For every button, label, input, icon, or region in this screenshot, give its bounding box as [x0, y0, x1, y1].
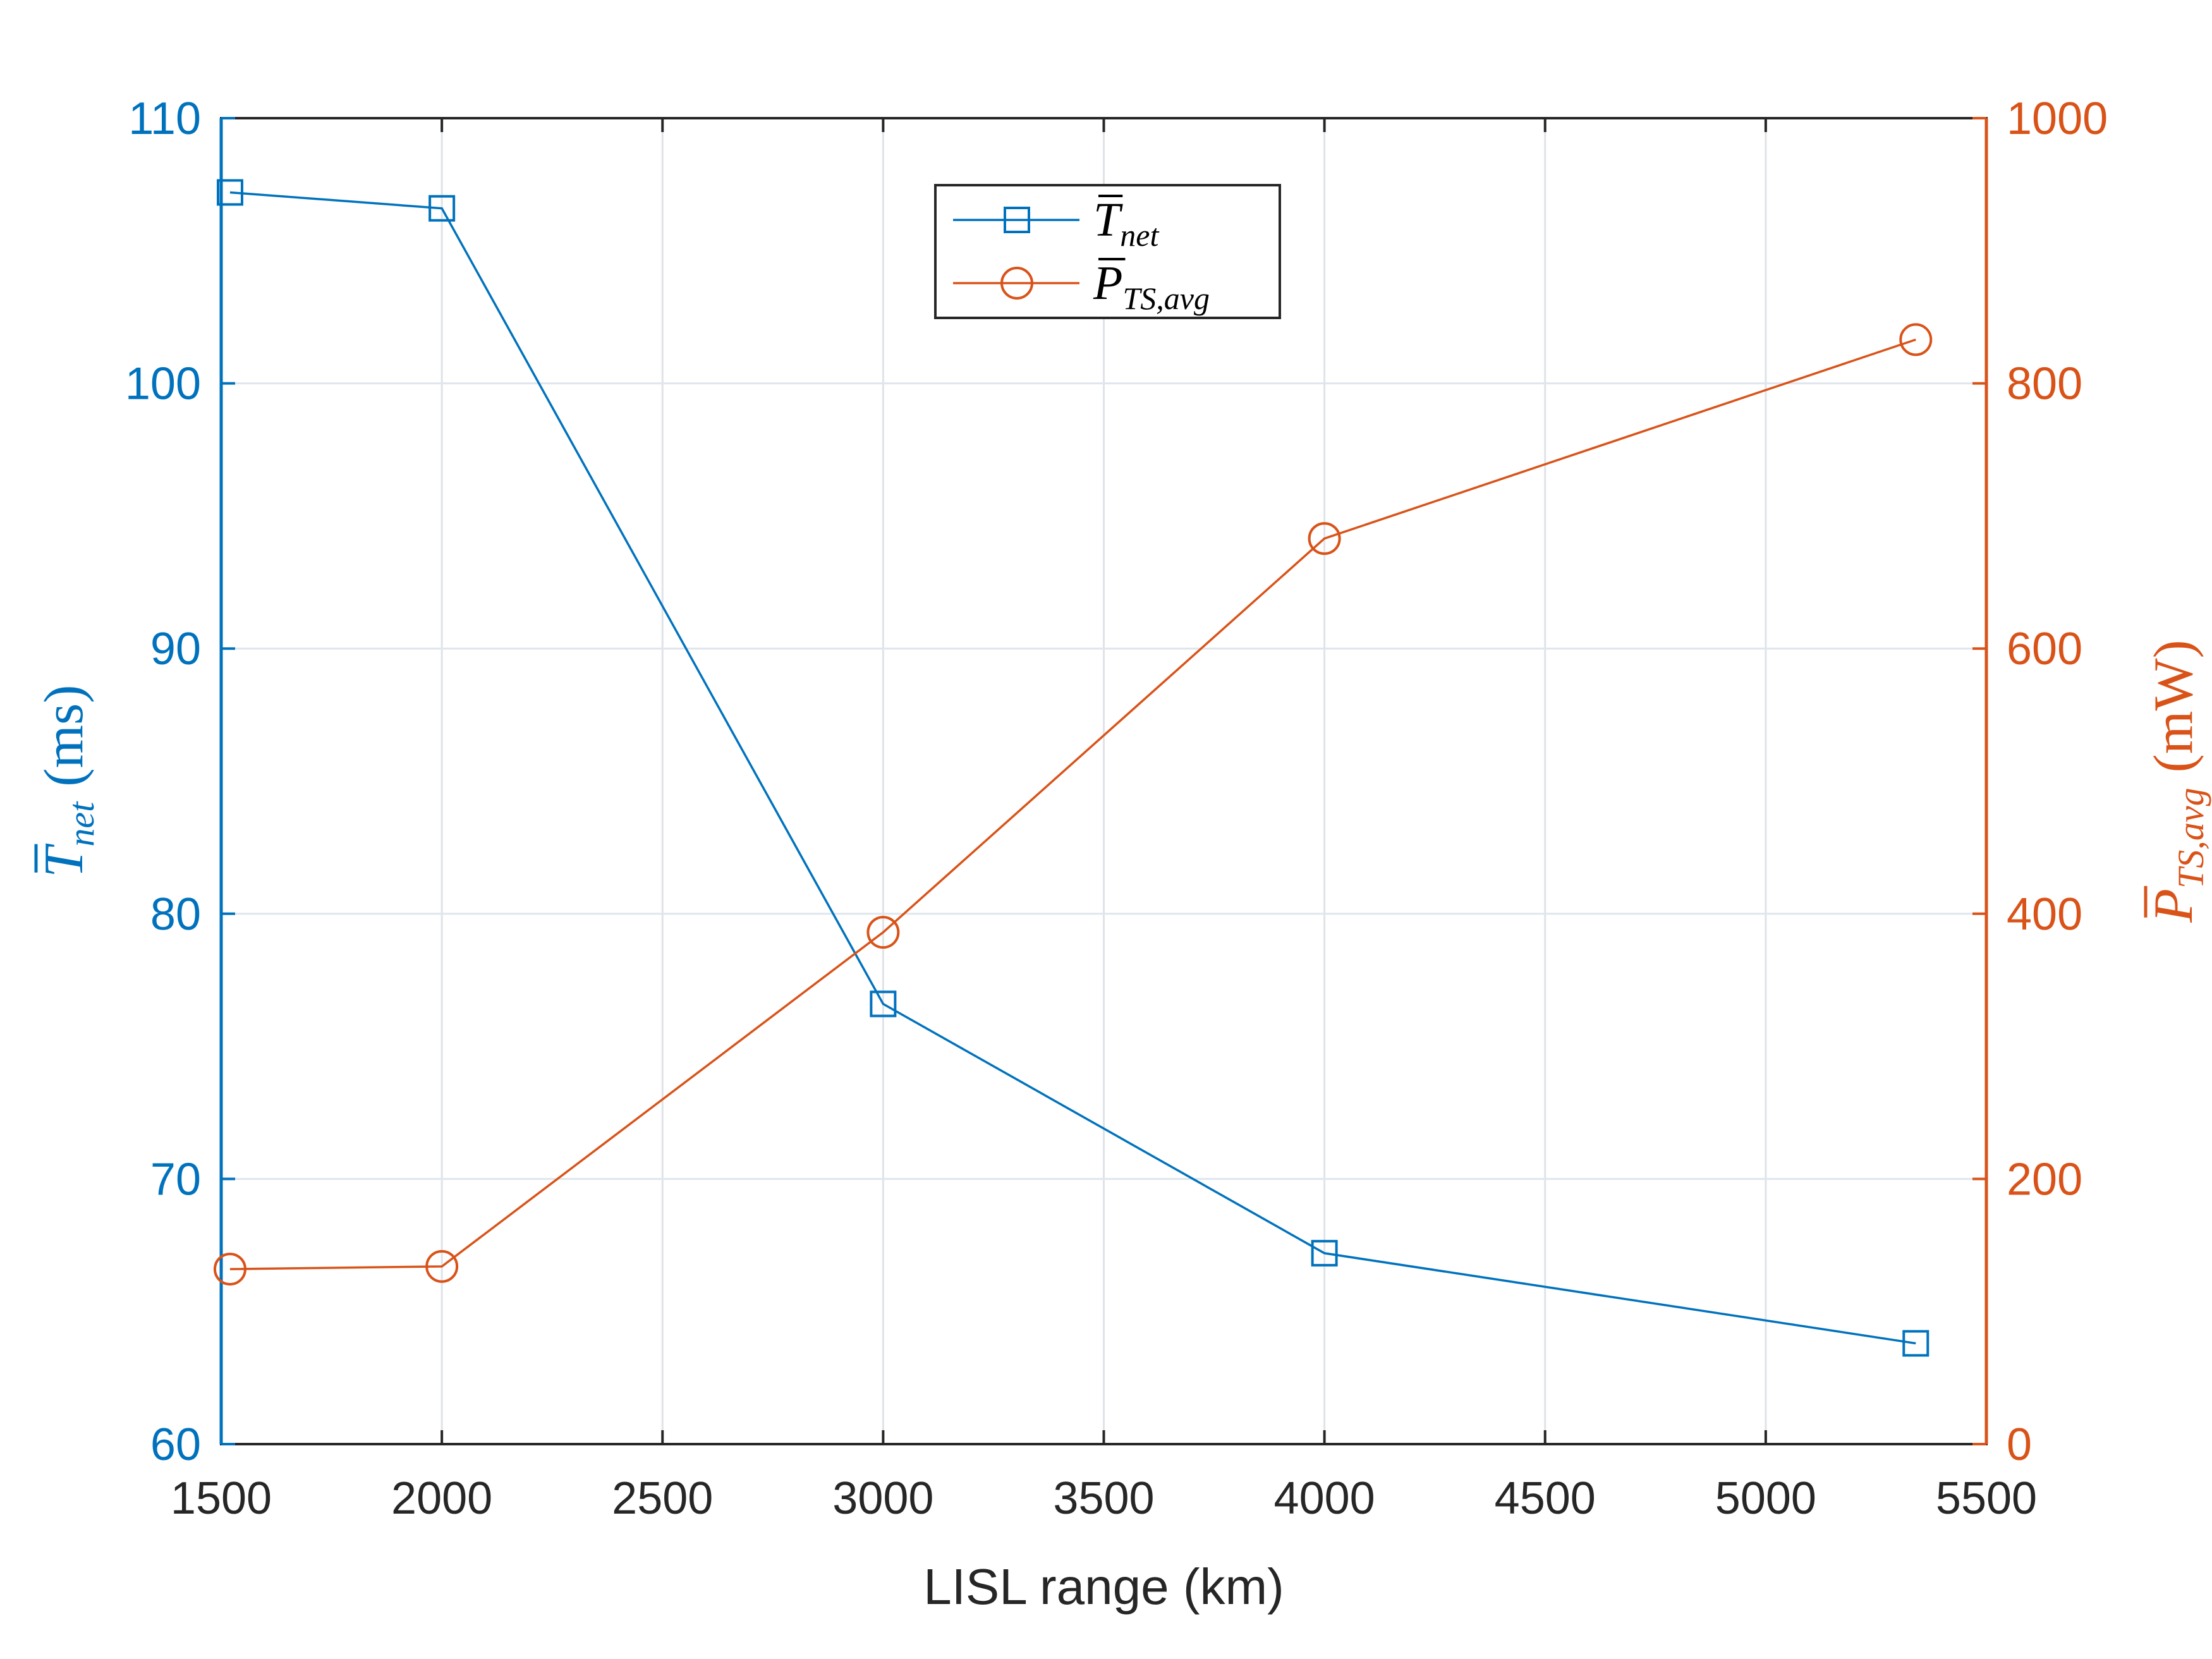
legend-item-1: PTS,avg	[953, 257, 1210, 316]
series-point-1	[1899, 323, 1933, 356]
legend-swatch-marker	[1000, 267, 1033, 300]
series-point-1	[866, 916, 900, 949]
legend-label: Tnet	[1093, 193, 1159, 253]
x-axis-title: LISL range (km)	[923, 1559, 1284, 1615]
y-left-tick-label: 90	[150, 624, 201, 674]
y-right-tick-label: 200	[2007, 1154, 2082, 1205]
legend-swatch-marker	[1004, 207, 1030, 233]
series-point-0	[428, 195, 456, 222]
legend-label-symbol: T	[1093, 193, 1123, 246]
y-left-title-subscript: net	[61, 801, 102, 847]
svg-text:PTS,avg(mW): PTS,avg (mW)	[2143, 640, 2211, 923]
series-line-0	[229, 191, 1916, 1345]
series-point-0	[216, 179, 243, 206]
y-left-tick-label: 60	[150, 1419, 201, 1470]
y-right-tick-label: 800	[2007, 359, 2082, 410]
legend-label: PTS,avg	[1093, 257, 1210, 316]
x-tick-label: 5000	[1715, 1473, 1816, 1524]
x-tick-label: 3000	[832, 1473, 933, 1524]
series	[213, 179, 1933, 1357]
y-axis-left-title: Tnet (ms)	[33, 684, 102, 877]
y-left-tick-label: 70	[150, 1154, 201, 1205]
series-point-1	[1308, 522, 1341, 556]
legend-label-symbol: P	[1093, 257, 1122, 310]
y-left-tick-label: 80	[150, 889, 201, 940]
grid	[221, 118, 1986, 1444]
x-tick-label: 2500	[612, 1473, 713, 1524]
legend-label-subscript: TS,avg	[1122, 281, 1210, 316]
y-right-title-symbol: P	[2143, 889, 2204, 923]
axes: 1500 2000 2500 3000 3500 4000 4500 5000 55006070…	[125, 94, 2108, 1524]
y-left-tick-label: 100	[125, 359, 201, 410]
y-axis-right-title: PTS,avg (mW)	[2143, 640, 2211, 923]
svg-text:Tnet(ms): Tnet (ms)	[33, 684, 102, 877]
x-tick-label: 3500	[1053, 1473, 1154, 1524]
legend-label-subscript: net	[1120, 217, 1159, 253]
y-right-title-unit: (mW)	[2143, 640, 2204, 772]
y-left-title-unit: (ms)	[33, 684, 95, 786]
legend-item-0: Tnet	[953, 193, 1159, 253]
y-left-title-symbol: T	[33, 843, 95, 878]
y-right-tick-label: 0	[2007, 1419, 2032, 1470]
legend-box	[934, 184, 1281, 319]
y-left-tick-label: 110	[128, 94, 201, 144]
y-right-tick-label: 1000	[2007, 94, 2108, 144]
x-tick-label: 1500	[171, 1473, 272, 1524]
series-point-1	[213, 1253, 246, 1286]
x-tick-label: 2000	[391, 1473, 492, 1524]
y-right-tick-label: 600	[2007, 624, 2082, 674]
series-line-1	[229, 338, 1916, 1270]
series-point-0	[1311, 1239, 1338, 1267]
series-point-1	[425, 1249, 459, 1283]
x-tick-label: 4500	[1495, 1473, 1596, 1524]
x-tick-label: 5500	[1936, 1473, 2037, 1524]
series-point-0	[870, 990, 897, 1018]
series-point-0	[1902, 1330, 1929, 1357]
y-right-tick-label: 400	[2007, 889, 2082, 940]
x-tick-label: 4000	[1274, 1473, 1375, 1524]
y-right-title-subscript: TS,avg	[2170, 787, 2211, 889]
